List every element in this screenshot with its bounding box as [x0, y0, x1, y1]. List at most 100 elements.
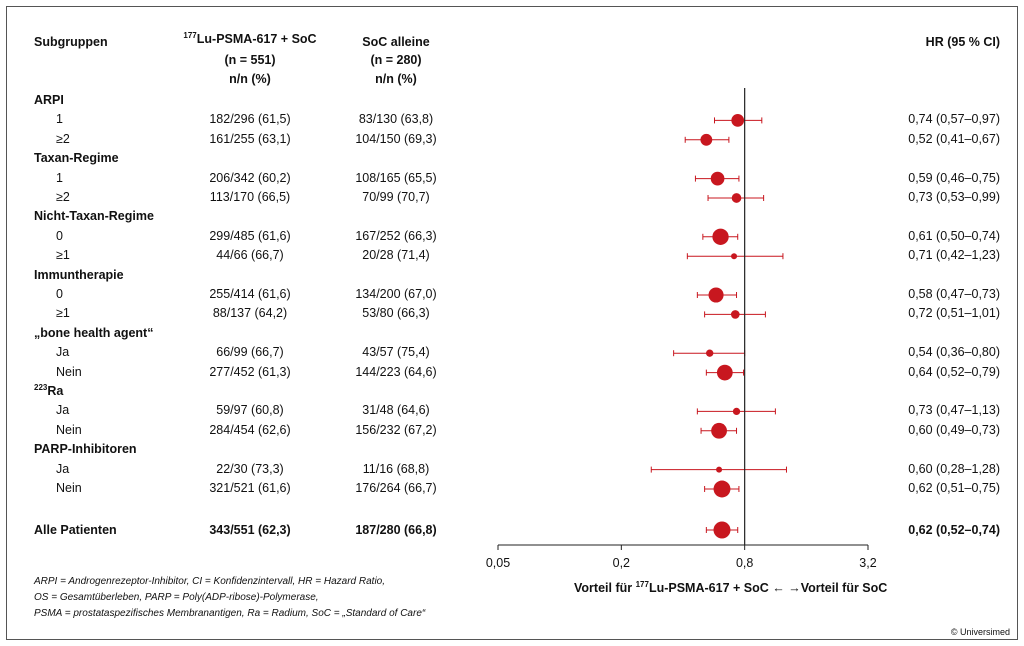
row-soc-value: 134/200 (67,0) [355, 287, 437, 301]
row-treatment-value: 113/170 (66,5) [209, 190, 291, 204]
row-label: 1 [56, 170, 63, 185]
row-hr-text: 0,60 (0,28–1,28) [908, 461, 1000, 476]
figure-frame [6, 6, 1018, 640]
row-label: Nein [56, 364, 82, 379]
row-marker-point [716, 364, 733, 381]
row-hr-text: 0,73 (0,47–1,13) [908, 403, 1000, 418]
group-label: Taxan-Regime [34, 151, 119, 166]
row-marker-point [706, 349, 714, 357]
overall-marker-point [713, 521, 731, 539]
row-label: ≥1 [56, 248, 70, 263]
row-label: 0 [56, 228, 63, 243]
row-marker-point [716, 466, 723, 473]
row-marker-point [713, 480, 731, 498]
row-label: ≥2 [56, 190, 70, 204]
row-hr-text: 0,62 (0,51–0,75) [908, 481, 1000, 495]
x-tick-label: 0,2 [613, 556, 630, 570]
row-treatment-value: 22/30 (73,3) [216, 461, 284, 476]
footnote-line-2: OS = Gesamtüberleben, PARP = Poly(ADP-ri… [34, 592, 319, 603]
row-label: 0 [56, 287, 63, 301]
row-soc-value: 156/232 (67,2) [355, 422, 437, 437]
header-soc-arm: SoC alleine [362, 35, 430, 49]
row-marker-point [712, 228, 729, 245]
row-treatment-value: 66/99 (66,7) [216, 345, 284, 360]
header-treatment-unit: n/n (%) [229, 72, 271, 86]
overall-label: Alle Patienten [34, 523, 117, 537]
row-label: ≥1 [56, 306, 70, 321]
row-hr-text: 0,54 (0,36–0,80) [908, 345, 1000, 360]
row-hr-text: 0,52 (0,41–0,67) [908, 131, 1000, 146]
group-label: „bone health agent“ [34, 325, 154, 340]
row-label: Ja [56, 461, 70, 476]
row-label: 1 [56, 112, 63, 127]
header-treatment-arm: 177Lu-PSMA-617 + SoC [183, 30, 317, 46]
row-soc-value: 31/48 (64,6) [362, 403, 430, 418]
row-marker-point [730, 310, 740, 319]
x-tick-label: 0,05 [486, 556, 510, 570]
row-hr-text: 0,71 (0,42–1,23) [908, 248, 1000, 263]
row-hr-text: 0,61 (0,50–0,74) [908, 228, 1000, 243]
row-soc-value: 20/28 (71,4) [362, 248, 430, 263]
row-soc-value: 167/252 (66,3) [355, 228, 437, 243]
row-marker-point [731, 253, 738, 260]
row-soc-value: 104/150 (69,3) [355, 131, 437, 146]
row-hr-text: 0,64 (0,52–0,79) [908, 364, 1000, 379]
row-soc-value: 70/99 (70,7) [362, 190, 430, 204]
row-soc-value: 176/264 (66,7) [355, 481, 437, 495]
header-treatment-n: (n = 551) [224, 53, 276, 67]
x-axis-label: Vorteil für 177Lu-PSMA-617 + SoC ← →Vort… [574, 579, 888, 595]
row-hr-text: 0,60 (0,49–0,73) [908, 422, 1000, 437]
overall-soc-value: 187/280 (66,8) [355, 523, 437, 537]
x-tick-label: 3,2 [859, 556, 876, 570]
row-label: Ja [56, 345, 70, 360]
row-soc-value: 144/223 (64,6) [355, 364, 437, 379]
row-treatment-value: 88/137 (64,2) [212, 306, 288, 321]
row-treatment-value: 277/452 (61,3) [209, 364, 291, 379]
footnote-line-1: ARPI = Androgenrezeptor-Inhibitor, CI = … [34, 576, 386, 587]
row-soc-value: 43/57 (75,4) [362, 345, 430, 360]
row-hr-text: 0,59 (0,46–0,75) [908, 170, 1000, 185]
header-hr: HR (95 % CI) [925, 35, 1000, 49]
row-marker-point [710, 171, 725, 186]
row-treatment-value: 321/521 (61,6) [209, 481, 291, 495]
group-label: PARP-Inhibitoren [34, 442, 137, 457]
row-treatment-value: 44/66 (66,7) [216, 248, 284, 263]
row-marker-point [708, 287, 724, 303]
row-treatment-value: 255/414 (61,6) [209, 287, 291, 301]
row-soc-value: 83/130 (63,8) [358, 112, 434, 127]
group-label: Immuntherapie [34, 267, 124, 282]
group-label: ARPI [34, 93, 64, 107]
group-label: Nicht-Taxan-Regime [34, 209, 154, 224]
overall-treatment-value: 343/551 (62,3) [209, 523, 291, 537]
row-hr-text: 0,74 (0,57–0,97) [908, 112, 1000, 127]
row-soc-value: 11/16 (68,8) [362, 461, 430, 476]
row-treatment-value: 182/296 (61,5) [209, 112, 291, 127]
header-subgroups: Subgruppen [34, 35, 108, 49]
copyright: © Universimed [950, 627, 1010, 637]
x-tick-label: 0,8 [736, 556, 753, 570]
row-marker-point [732, 407, 741, 416]
row-soc-value: 108/165 (65,5) [355, 170, 437, 185]
group-label: 223Ra [34, 382, 64, 398]
row-treatment-value: 161/255 (63,1) [209, 131, 291, 146]
row-label: Ja [56, 403, 70, 418]
row-label: Nein [56, 422, 82, 437]
row-marker-point [700, 133, 713, 146]
row-marker-point [711, 422, 727, 439]
row-marker-point [731, 193, 742, 203]
row-hr-text: 0,72 (0,51–1,01) [908, 306, 1000, 321]
row-treatment-value: 59/97 (60,8) [216, 403, 284, 418]
row-treatment-value: 299/485 (61,6) [209, 228, 291, 243]
row-hr-text: 0,73 (0,53–0,99) [908, 190, 1000, 204]
row-label: Nein [56, 481, 82, 495]
row-hr-text: 0,58 (0,47–0,73) [908, 287, 1000, 301]
row-label: ≥2 [56, 131, 70, 146]
footnote-line-3: PSMA = prostataspezifisches Membranantig… [34, 608, 426, 619]
row-treatment-value: 284/454 (62,6) [209, 422, 291, 437]
overall-hr-text: 0,62 (0,52–0,74) [908, 523, 1000, 537]
row-soc-value: 53/80 (66,3) [362, 306, 430, 321]
row-marker-point [731, 114, 745, 127]
header-soc-unit: n/n (%) [375, 72, 417, 86]
row-treatment-value: 206/342 (60,2) [209, 170, 291, 185]
